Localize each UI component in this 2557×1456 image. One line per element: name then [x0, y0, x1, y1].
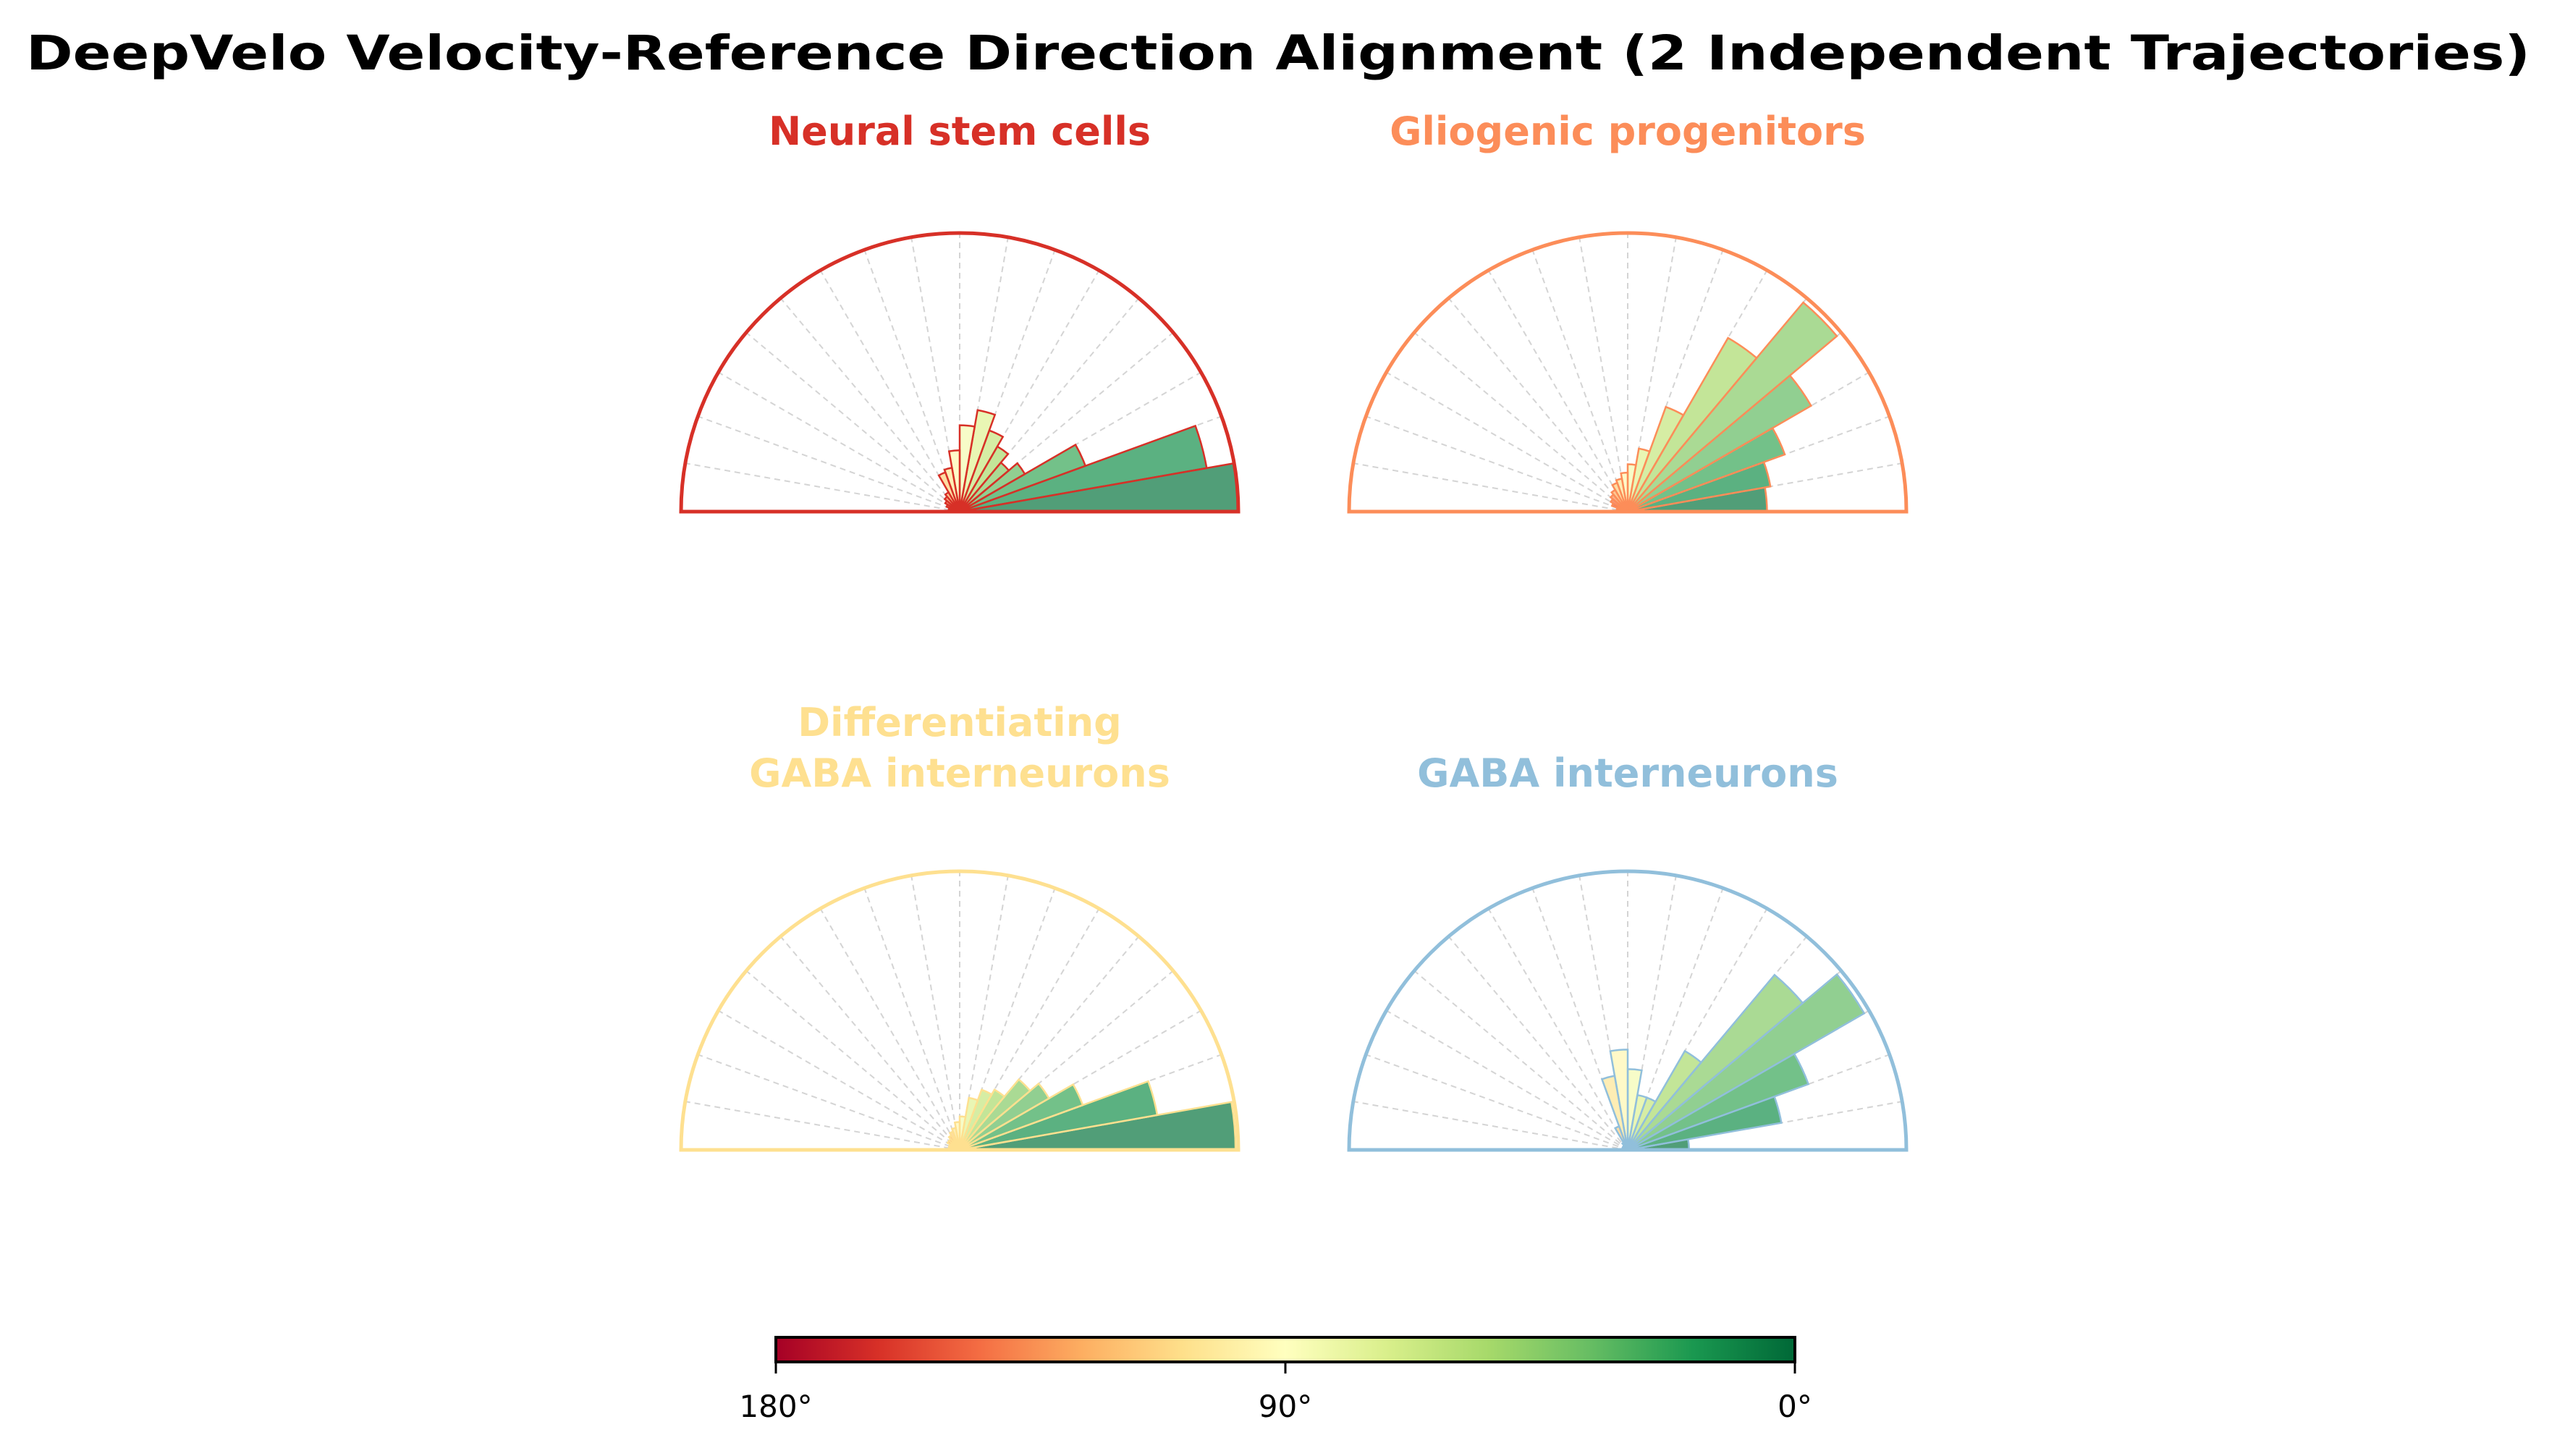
histogram-bar — [958, 1088, 1006, 1151]
polar-frame — [1347, 231, 1909, 514]
histogram-bar — [1626, 337, 1758, 512]
polar-frame — [679, 869, 1241, 1152]
polar-panel: GABA interneurons — [1347, 750, 1909, 1152]
colorbar: 180° 90° 0° — [739, 1336, 1812, 1424]
histogram-bar — [1627, 973, 1804, 1151]
panel-title: GABA interneurons — [1417, 750, 1838, 796]
panel-title: Neural stem cells — [769, 109, 1151, 154]
colorbar-label-90: 90° — [1259, 1389, 1312, 1424]
polar-frame — [1347, 869, 1909, 1152]
histogram-bar — [1626, 1049, 1703, 1151]
histogram-bar — [1627, 973, 1866, 1151]
histogram-bar — [959, 443, 1087, 513]
histogram-bar — [959, 1078, 1032, 1151]
histogram-bar — [959, 424, 1208, 513]
polar-panel: Neural stem cells — [679, 109, 1241, 514]
angular-gridline — [1578, 237, 1628, 512]
colorbar-label-0: 0° — [1778, 1389, 1812, 1424]
histogram-bar — [958, 409, 997, 512]
colorbar-gradient — [774, 1336, 1796, 1363]
angular-gridline — [1353, 1101, 1628, 1151]
polar-panel: Gliogenic progenitors — [1347, 109, 1909, 514]
histogram-bar — [1626, 405, 1685, 512]
panel-title: Gliogenic progenitors — [1390, 109, 1866, 154]
histogram-bar — [959, 1083, 1084, 1151]
histogram-bar — [958, 1115, 967, 1151]
polar-panel: Differentiating GABA interneurons — [679, 700, 1241, 1152]
chart-title: DeepVelo Velocity-Reference Direction Al… — [26, 25, 2530, 81]
angular-gridline — [910, 875, 960, 1151]
angular-gridline — [685, 1101, 960, 1151]
histogram-bar — [1626, 463, 1637, 512]
angular-gridline — [685, 462, 960, 512]
histogram-bar — [959, 462, 1026, 513]
angular-gridline — [1353, 462, 1628, 512]
histogram-bar — [959, 1082, 1051, 1151]
colorbar-label-180: 180° — [739, 1389, 812, 1424]
histogram-bar — [1626, 447, 1651, 512]
panels: Neural stem cells Gliogenic progenitors Di… — [679, 109, 1909, 1152]
panel-title: GABA interneurons — [749, 750, 1170, 796]
histogram-bar — [1627, 301, 1838, 512]
histogram-bar — [958, 424, 976, 512]
histogram-bar — [958, 1096, 979, 1151]
polar-frame — [679, 231, 1241, 514]
histogram-bar — [958, 1088, 993, 1151]
panel-title: Differentiating — [798, 700, 1122, 745]
